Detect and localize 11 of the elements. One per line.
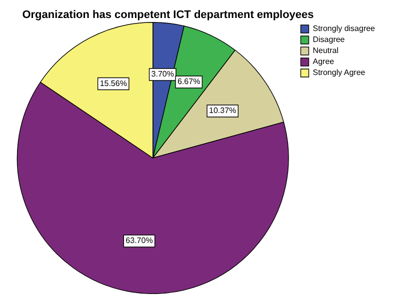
data-label: 63.70%: [126, 236, 153, 246]
legend-label: Agree: [312, 57, 335, 66]
legend-label: Strongly Agree: [312, 68, 366, 78]
data-label: 6.67%: [178, 77, 200, 86]
data-label: 10.37%: [209, 106, 236, 116]
legend-label: Disagree: [312, 35, 346, 44]
legend-label: Strongly disagree: [312, 24, 376, 34]
data-label: 3.70%: [151, 70, 174, 79]
legend-label: Neutral: [312, 46, 339, 56]
chart-title: Organization has competent ICT department employees: [21, 8, 315, 22]
data-label: 15.56%: [100, 78, 127, 88]
